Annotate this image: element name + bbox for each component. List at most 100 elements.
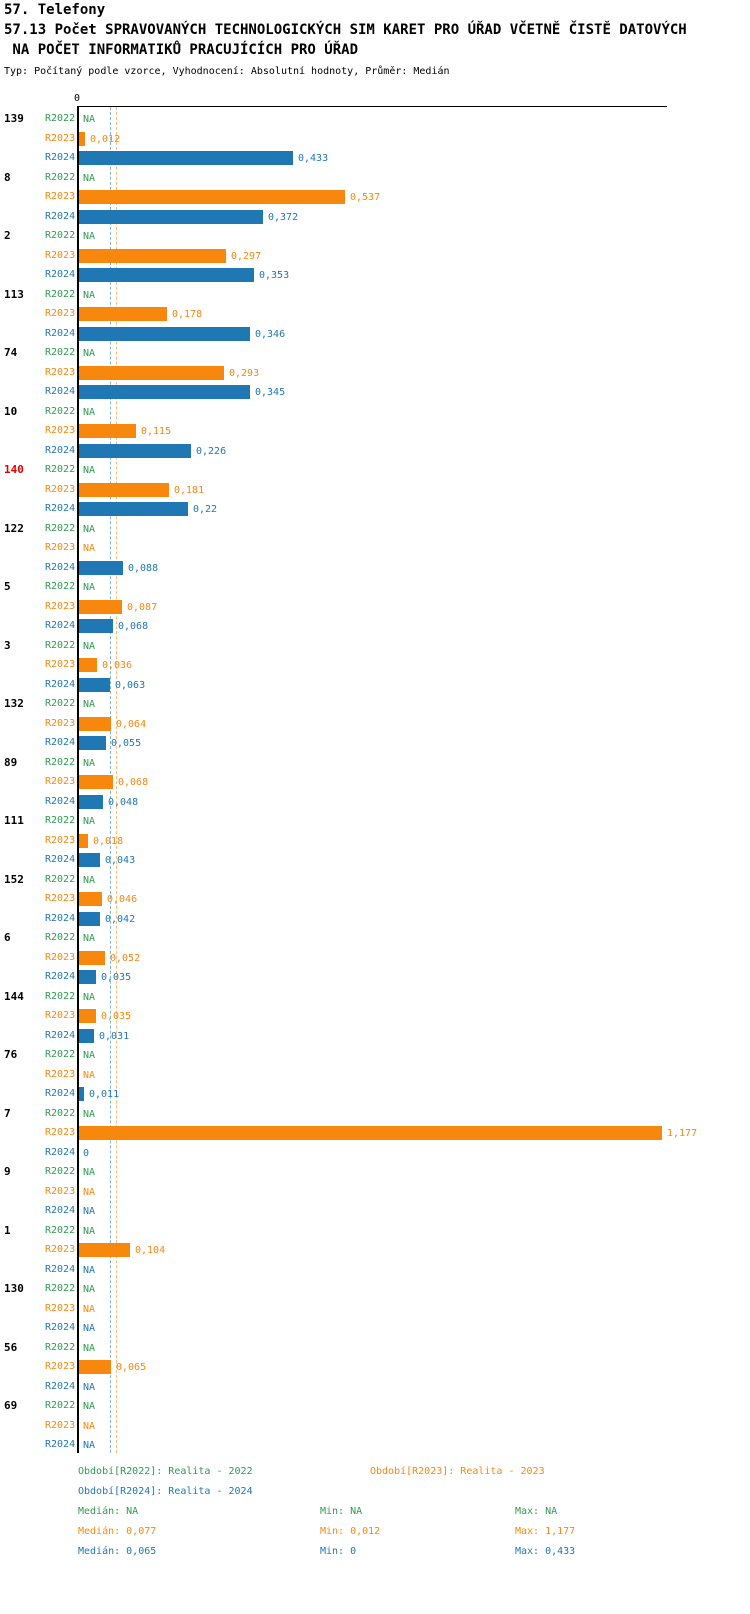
series-label: R2022	[45, 1166, 76, 1177]
value-bar	[79, 248, 226, 263]
series-label: R2022	[45, 698, 76, 709]
value-label: 0,293	[229, 367, 260, 379]
value-bar	[79, 1009, 96, 1023]
value-label: NA	[83, 1186, 96, 1198]
group-id-label: 74	[4, 346, 18, 359]
chart-row: R2023 NA	[0, 1300, 750, 1320]
series-label: R2024	[45, 1205, 76, 1216]
chart-row: R2024 0	[0, 1144, 750, 1164]
legend-item-r2024: Období[R2024]: Realita - 2024	[78, 1486, 253, 1497]
value-bar	[79, 151, 293, 165]
chart-row: R2022 NA	[0, 1046, 750, 1066]
chart-row: R2024 0,042	[0, 910, 750, 930]
value-label: 0,043	[105, 855, 136, 866]
chart-row: R2023 0,537	[0, 188, 750, 208]
chart-row: R2022 NA	[0, 286, 750, 306]
value-bar	[79, 794, 103, 809]
value-label: 0,104	[135, 1245, 166, 1256]
series-label: R2023	[45, 1302, 76, 1314]
chart-groups: 139 R2022 NA R2023 0,012 R2024 0,433 8 R2022 NA R2…	[0, 110, 750, 1456]
chart-row: R2022 NA	[0, 1280, 750, 1300]
value-label: NA	[83, 289, 96, 301]
series-label: R2024	[45, 210, 76, 222]
chart-row: R2024 0,043	[0, 851, 750, 871]
series-label: R2022	[45, 1341, 76, 1353]
chart-row: R2023 0,036	[0, 656, 750, 676]
chart-row: R2023 0,115	[0, 422, 750, 442]
value-label: 0,012	[90, 133, 121, 145]
series-label: R2024	[45, 561, 76, 573]
value-label: NA	[83, 1381, 96, 1393]
value-label: NA	[83, 406, 96, 418]
series-label: R2024	[45, 327, 76, 339]
value-label: NA	[83, 1323, 96, 1334]
chart-row: R2024 0,055	[0, 734, 750, 754]
chart-row: R2022 NA	[0, 520, 750, 540]
chart-group: 5 R2022 NA R2023 0,087 R2024 0,068	[0, 578, 750, 637]
chart-row: R2023 NA	[0, 1066, 750, 1086]
chart-row: R2024 0,226	[0, 442, 750, 462]
value-bar	[79, 950, 105, 965]
chart-row: R2023 1,177	[0, 1124, 750, 1144]
legend-item-r2022: Období[R2022]: Realita - 2022	[78, 1466, 253, 1477]
series-label: R2022	[45, 288, 76, 300]
series-label: R2023	[45, 717, 76, 729]
chart-group: 56 R2022 NA R2023 0,065 R2024 NA	[0, 1339, 750, 1398]
chart-group: 10 R2022 NA R2023 0,115 R2024 0,226	[0, 403, 750, 462]
value-bar	[79, 1028, 94, 1043]
chart-row: R2022 NA	[0, 344, 750, 364]
series-label: R2023	[45, 834, 76, 846]
series-label: R2022	[45, 639, 76, 651]
series-label: R2024	[45, 1380, 76, 1392]
group-id-label: 122	[4, 521, 24, 535]
series-label: R2023	[45, 951, 76, 963]
chart-row: R2022 NA	[0, 637, 750, 657]
chart-group: 113 R2022 NA R2023 0,178 R2024 0,346	[0, 286, 750, 345]
chart-row: R2024 0,433	[0, 149, 750, 169]
value-label: 0,087	[127, 601, 158, 613]
group-id-label: 113	[4, 287, 24, 301]
value-bar	[79, 658, 97, 672]
chart-group: 3 R2022 NA R2023 0,036 R2024 0,063	[0, 637, 750, 696]
chart-row: R2023 NA	[0, 1183, 750, 1203]
chart-group: 139 R2022 NA R2023 0,012 R2024 0,433	[0, 110, 750, 169]
series-label: R2024	[45, 971, 76, 982]
chart-group: 76 R2022 NA R2023 NA R2024 0,011	[0, 1046, 750, 1105]
value-bar	[79, 716, 111, 731]
series-label: R2022	[45, 1049, 76, 1060]
chart-row: R2022 NA	[0, 754, 750, 774]
value-label: 0,433	[298, 153, 329, 164]
chart-row: R2022 NA	[0, 1397, 750, 1417]
value-label: 0,046	[107, 894, 138, 905]
group-id-label: 2	[4, 229, 11, 242]
chart-row: R2022 NA	[0, 110, 750, 130]
chart-group: 144 R2022 NA R2023 0,035 R2024 0,031	[0, 988, 750, 1047]
value-label: 0,052	[110, 952, 141, 964]
value-label: NA	[83, 1167, 96, 1178]
series-label: R2022	[45, 522, 76, 534]
value-label: 0,345	[255, 387, 286, 398]
chart-row: R2024 0,345	[0, 383, 750, 403]
value-bar	[79, 1126, 662, 1140]
chart-row: R2024 0,088	[0, 559, 750, 579]
chart-group: 2 R2022 NA R2023 0,297 R2024 0,353	[0, 227, 750, 286]
value-label: 0,088	[128, 562, 159, 574]
group-id-label: 76	[4, 1048, 18, 1061]
series-label: R2023	[45, 1361, 76, 1372]
y-axis-line	[77, 106, 79, 1453]
series-label: R2024	[45, 444, 76, 456]
series-label: R2023	[45, 776, 76, 787]
series-label: R2023	[45, 600, 76, 612]
chart-row: R2024 0,048	[0, 793, 750, 813]
value-bar	[79, 385, 250, 399]
chart-group: 69 R2022 NA R2023 NA R2024 NA	[0, 1397, 750, 1456]
value-label: 0	[83, 1147, 90, 1159]
series-label: R2022	[45, 873, 76, 885]
value-bar	[79, 599, 122, 614]
chart-group: 152 R2022 NA R2023 0,046 R2024 0,042	[0, 871, 750, 930]
chart-row: R2023 0,104	[0, 1241, 750, 1261]
value-label: 0,537	[350, 192, 381, 203]
series-label: R2023	[45, 249, 76, 261]
group-id-label: 69	[4, 1399, 18, 1412]
value-bar	[79, 677, 110, 692]
